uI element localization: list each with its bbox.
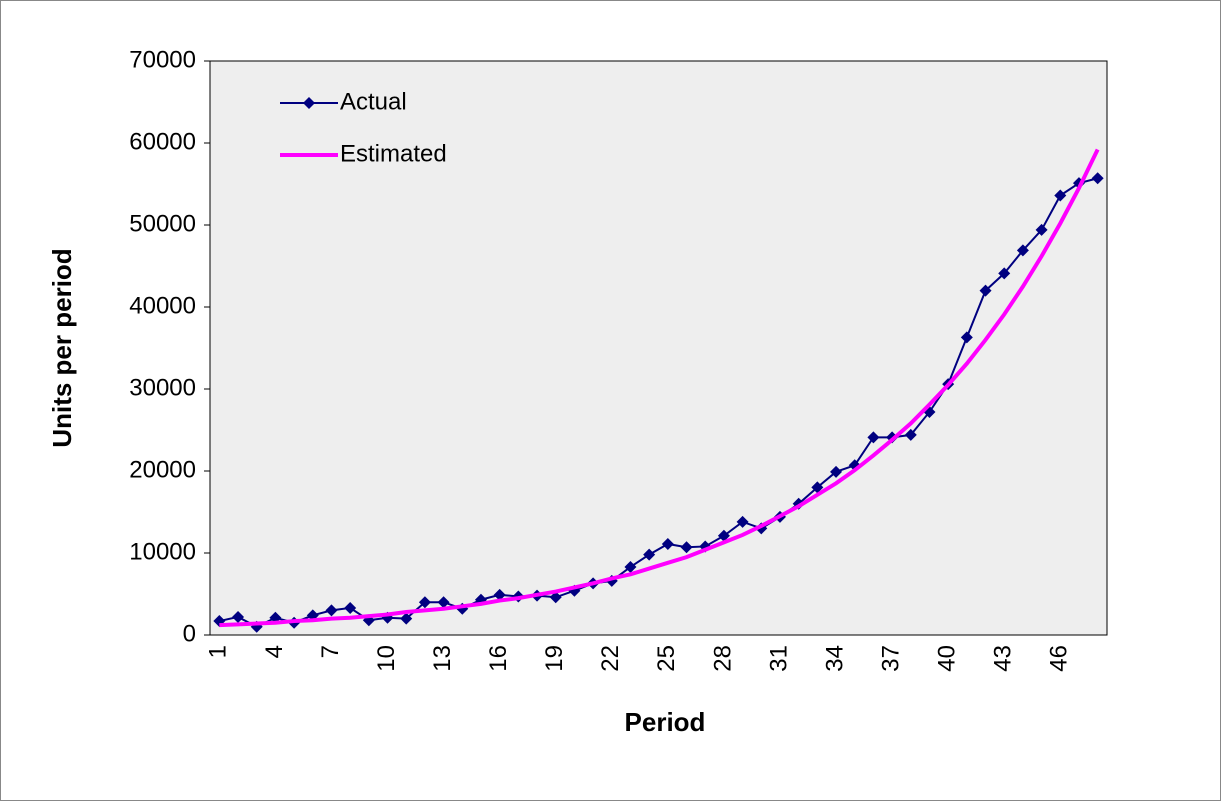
data-point — [830, 465, 843, 478]
data-point — [960, 331, 973, 344]
x-tick-label: 16 — [485, 645, 512, 672]
data-point — [549, 591, 562, 604]
x-tick-label: 46 — [1046, 645, 1073, 672]
x-tick-label: 1 — [205, 645, 232, 658]
x-tick-label: 28 — [709, 645, 736, 672]
data-point — [998, 267, 1011, 280]
y-tick-label: 20000 — [129, 456, 196, 483]
y-tick-label: 50000 — [129, 210, 196, 237]
x-tick-label: 13 — [429, 645, 456, 672]
x-tick-label: 25 — [653, 645, 680, 672]
data-point — [643, 548, 656, 561]
data-point — [811, 481, 824, 494]
data-point — [867, 431, 880, 444]
x-tick-label: 4 — [261, 645, 288, 658]
x-tick-label: 22 — [597, 645, 624, 672]
data-point — [418, 596, 431, 609]
y-tick-label: 0 — [183, 620, 196, 647]
x-tick-label: 31 — [765, 645, 792, 672]
y-tick-label: 60000 — [129, 128, 196, 155]
x-tick-label: 10 — [373, 645, 400, 672]
y-tick-label: 10000 — [129, 538, 196, 565]
data-point — [400, 612, 413, 625]
x-tick-label: 40 — [934, 645, 961, 672]
x-tick-label: 43 — [990, 645, 1017, 672]
data-point — [736, 515, 749, 528]
x-tick-label: 7 — [317, 645, 344, 658]
data-point — [979, 284, 992, 297]
data-point — [232, 610, 245, 623]
x-axis-title: Period — [625, 707, 706, 737]
data-point — [437, 596, 450, 609]
y-tick-label: 40000 — [129, 292, 196, 319]
series-line — [219, 148, 1100, 628]
y-axis-title: Units per period — [47, 248, 77, 447]
data-point — [325, 604, 338, 617]
x-tick-label: 34 — [821, 645, 848, 672]
y-tick-label: 30000 — [129, 374, 196, 401]
data-point — [344, 601, 357, 614]
legend-marker — [303, 97, 315, 109]
data-point — [661, 537, 674, 550]
data-point — [493, 588, 506, 601]
x-tick-label: 37 — [877, 645, 904, 672]
legend-label: Estimated — [340, 140, 447, 167]
legend-label: Actual — [340, 88, 407, 115]
data-point — [1016, 244, 1029, 257]
plot-area — [209, 60, 1108, 636]
x-tick-label: 19 — [541, 645, 568, 672]
data-point — [1035, 223, 1048, 236]
data-point — [717, 529, 730, 542]
y-tick-label: 70000 — [129, 46, 196, 73]
data-point — [680, 541, 693, 554]
data-point — [904, 428, 917, 441]
data-point — [1091, 172, 1104, 185]
data-point — [1054, 189, 1067, 202]
data-point — [624, 560, 637, 573]
